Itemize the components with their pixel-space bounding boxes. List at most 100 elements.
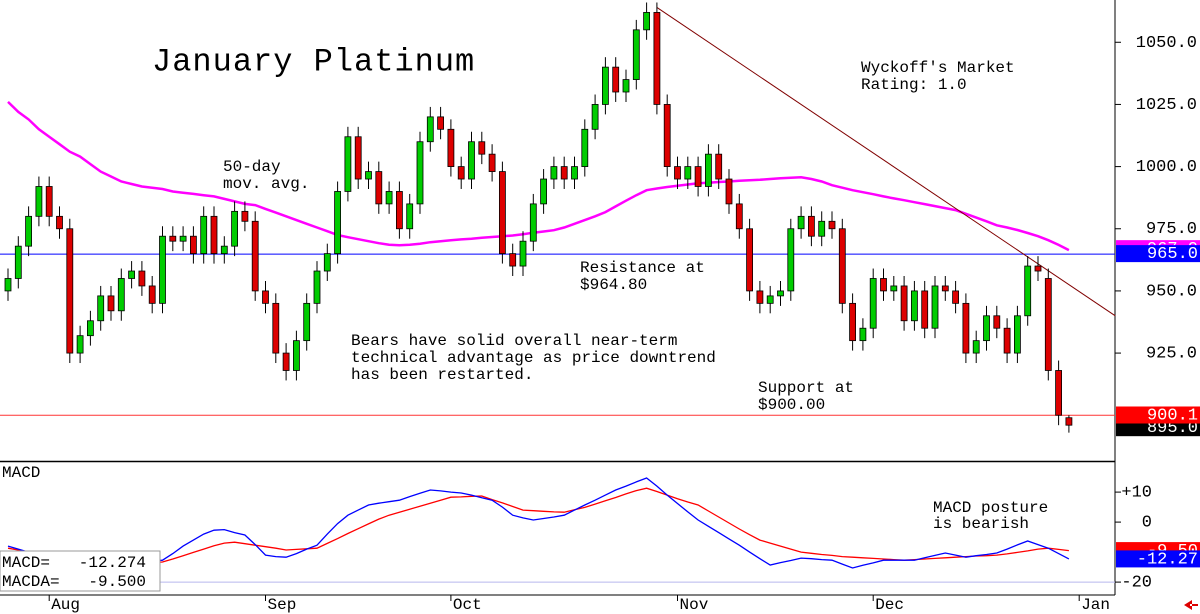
y-tick-label: 950.0 <box>1146 282 1197 301</box>
trendline <box>656 7 1116 317</box>
candle-body <box>25 215 33 247</box>
candle-body <box>478 141 486 155</box>
x-tick-label: Dec <box>875 596 904 614</box>
rating-note: Wyckoff's Market <box>861 59 1015 77</box>
candle-body <box>1044 278 1052 371</box>
candle-body <box>45 186 53 217</box>
candle-body <box>1065 417 1073 426</box>
y-tick-label: 1000.0 <box>1136 158 1197 177</box>
candle-body <box>911 290 918 322</box>
candle-body <box>457 166 465 180</box>
candle-body <box>931 285 939 329</box>
candle-body <box>416 141 424 205</box>
candle-body <box>952 290 959 304</box>
y-tick-label: 0 <box>1142 514 1152 533</box>
candle-body <box>231 210 239 247</box>
candle-body <box>838 228 846 304</box>
candle-body <box>437 116 445 130</box>
y-tick-label: -20 <box>1121 574 1152 593</box>
moving-average <box>7 101 1070 252</box>
candle-body <box>385 191 393 205</box>
candle-body <box>777 290 784 297</box>
y-tick-label: 925.0 <box>1146 345 1197 364</box>
macd-tag <box>1116 550 1200 568</box>
candle-body <box>262 290 269 304</box>
candle-body <box>890 285 898 292</box>
candle-body <box>519 240 527 267</box>
candle-body <box>972 340 980 354</box>
candle-body <box>787 228 795 292</box>
candle-body <box>323 253 331 272</box>
y-tick-label: 1025.0 <box>1136 96 1197 115</box>
candle-body <box>746 228 753 292</box>
candle-body <box>97 295 105 322</box>
price-tag-label: 895.0 <box>1147 419 1198 438</box>
candle-body <box>1014 315 1021 354</box>
candle-body <box>983 315 990 342</box>
candle-body <box>1024 265 1032 317</box>
macd-line <box>7 477 1070 570</box>
candle-body <box>251 220 259 292</box>
candle-body <box>1055 370 1062 416</box>
candle-body <box>828 220 836 230</box>
x-tick-label: Jan <box>1081 596 1110 614</box>
candle-body <box>571 166 578 180</box>
rating-note: Rating: 1.0 <box>861 76 967 94</box>
candle-body <box>694 166 702 187</box>
candle-body <box>76 335 84 354</box>
readout-box <box>0 550 161 592</box>
candle-body <box>993 315 1001 329</box>
candle-body <box>900 285 908 322</box>
candle-body <box>529 203 537 242</box>
candle-body <box>941 285 949 292</box>
candle-body <box>66 228 74 354</box>
macd-tag-label: -12.27 <box>1137 550 1198 569</box>
candle-body <box>1003 327 1011 354</box>
candle-body <box>643 12 650 31</box>
candle-body <box>540 178 547 205</box>
candle-body <box>426 116 434 143</box>
y-tick-label: 975.0 <box>1146 220 1197 239</box>
candle-body <box>365 171 372 180</box>
macd-note: MACD posture <box>933 499 1048 517</box>
nav-arrow[interactable] <box>1184 600 1198 610</box>
candle-body <box>241 210 249 222</box>
candle-body <box>138 270 146 287</box>
candle-body <box>148 285 156 304</box>
candle-body <box>354 136 362 180</box>
candle-body <box>602 66 609 105</box>
candle-body <box>179 235 187 242</box>
candle-body <box>1034 265 1042 272</box>
level-label: $900.00 <box>758 396 825 414</box>
chart-title: January Platinum <box>152 43 475 80</box>
comment: Bears have solid overall near-term <box>351 332 677 350</box>
candle-body <box>468 141 475 180</box>
candle-body <box>550 166 558 180</box>
y-tick-label: +10 <box>1121 484 1152 503</box>
y-tick-label: 1050.0 <box>1136 34 1197 53</box>
macd-line <box>7 487 1069 566</box>
candle-body <box>210 215 218 255</box>
level-label: Resistance at <box>580 259 705 277</box>
candle-body <box>684 166 692 180</box>
candle-body <box>632 29 640 80</box>
candle-body <box>4 278 12 292</box>
x-tick-label: Sep <box>268 596 297 614</box>
candle-body <box>406 203 414 230</box>
candle-body <box>117 278 125 312</box>
candle-body <box>880 278 887 292</box>
candle-body <box>921 290 929 329</box>
candle-body <box>705 153 712 187</box>
candle-body <box>313 270 321 304</box>
candle-body <box>674 166 681 180</box>
readout-value: -9.500 <box>88 573 146 591</box>
candle-body <box>560 166 568 180</box>
candle-body <box>591 104 599 130</box>
candle-body <box>735 203 743 230</box>
macd-note: is bearish <box>933 515 1029 533</box>
candle-body <box>447 128 455 167</box>
candle-body <box>498 171 506 255</box>
candle-body <box>756 290 764 304</box>
candle-body <box>200 215 208 255</box>
